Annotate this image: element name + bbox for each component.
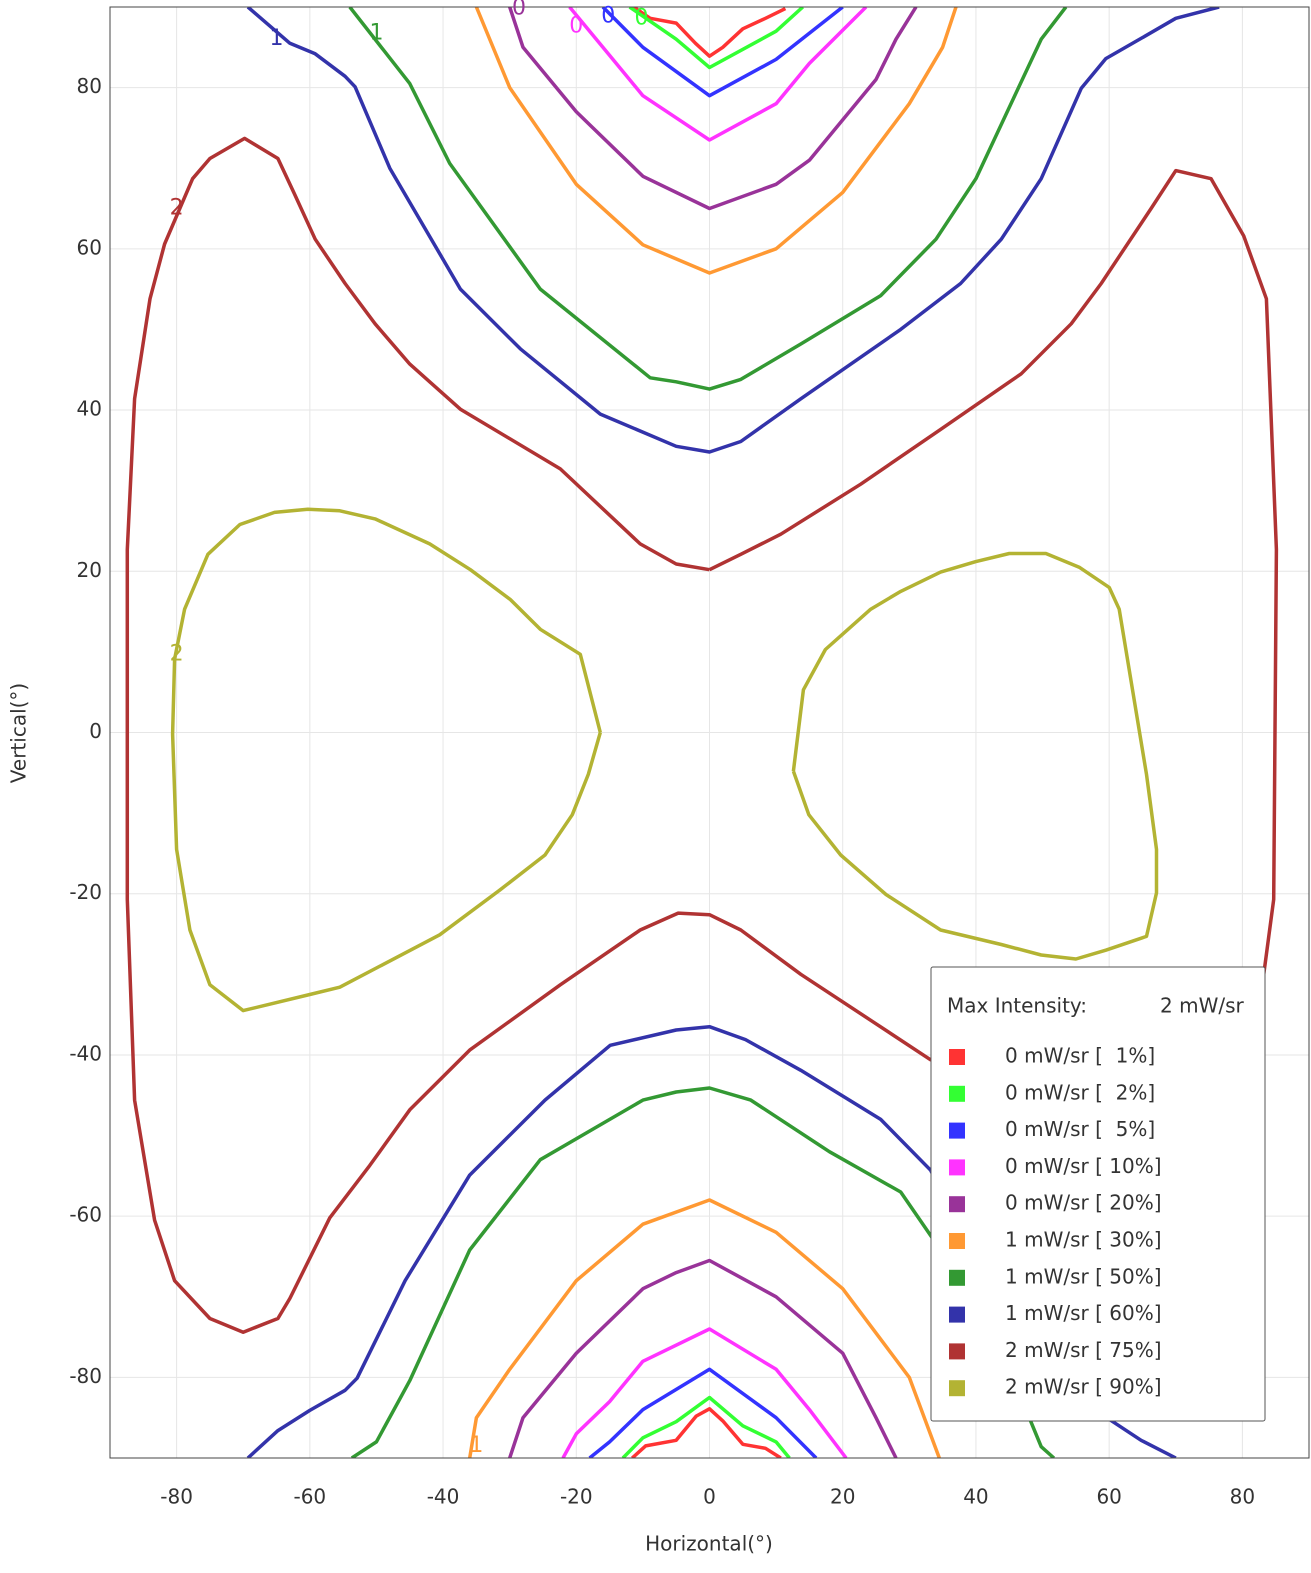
contour-label: 1	[369, 21, 383, 46]
x-axis-label: Horizontal(°)	[645, 1532, 773, 1556]
y-tick-label: 80	[77, 74, 102, 98]
contour-line	[631, 7, 787, 1458]
contour-line	[125, 136, 1279, 1334]
legend-swatch	[949, 1196, 965, 1213]
contour-line	[561, 7, 868, 1458]
legend-label: 0 mW/sr [ 5%]	[1005, 1117, 1155, 1141]
x-tick-label: -60	[293, 1485, 326, 1509]
contour-label: 0	[601, 4, 615, 29]
y-tick-label: 0	[89, 719, 102, 743]
contour-label: 1	[469, 1433, 483, 1458]
labels: -80 -60 -40 -20 0 20 40 60 80-80-60-40-200204060…	[69, 0, 1255, 1509]
x-tick-label: 40	[963, 1485, 988, 1509]
x-tick-label: 20	[830, 1485, 855, 1509]
legend-max: 2 mW/sr	[1160, 994, 1244, 1018]
legend-label: 2 mW/sr [ 75%]	[1005, 1338, 1162, 1362]
x-tick-label: 60	[1096, 1485, 1121, 1509]
contour-label: 0	[635, 5, 649, 30]
y-tick-label: -60	[69, 1203, 102, 1227]
contours	[125, 7, 1279, 1458]
legend-swatch	[949, 1233, 965, 1249]
legend-box	[930, 966, 1266, 1422]
legend-label: 0 mW/sr [ 20%]	[1005, 1191, 1162, 1215]
contour-line	[170, 507, 1159, 1013]
contour-label: 2	[170, 641, 184, 666]
y-tick-label: 40	[77, 397, 102, 421]
contour-label: 0	[512, 0, 526, 21]
y-axis-label: Vertical(°)	[7, 683, 31, 783]
legend-title: Max Intensity:	[947, 994, 1087, 1018]
contour-label: 0	[569, 13, 583, 38]
legend-label: 0 mW/sr [ 1%]	[1005, 1044, 1155, 1068]
legend-swatch	[949, 1380, 965, 1397]
x-tick-label: -20	[560, 1485, 593, 1509]
legend-label: 1 mW/sr [ 60%]	[1005, 1301, 1162, 1325]
y-tick-label: 20	[77, 558, 102, 582]
legend-swatch	[949, 1343, 965, 1360]
legend-swatch	[949, 1122, 965, 1139]
legend-swatch	[949, 1269, 965, 1286]
y-tick-label: -80	[69, 1364, 102, 1388]
x-tick-label: 80	[1230, 1485, 1255, 1509]
contour-label: 2	[170, 196, 184, 221]
legend-label: 0 mW/sr [ 2%]	[1005, 1080, 1155, 1104]
y-tick-label: -20	[69, 880, 102, 904]
contour-line	[467, 7, 958, 1458]
grid	[110, 7, 1309, 1458]
contour-line	[508, 7, 918, 1458]
legend: Max Intensity: 2 mW/sr 0 mW/sr [ 1%] 0 mW…	[930, 966, 1266, 1422]
x-tick-label: -40	[427, 1485, 460, 1509]
contour-line	[621, 7, 804, 1458]
legend-swatch	[949, 1049, 965, 1065]
legend-swatch	[949, 1306, 965, 1323]
legend-swatch	[949, 1085, 965, 1102]
x-tick-label: 0	[703, 1485, 716, 1509]
legend-label: 2 mW/sr [ 90%]	[1005, 1375, 1162, 1399]
plot-frame	[109, 6, 1310, 1459]
y-tick-label: -40	[69, 1041, 102, 1065]
legend-label: 1 mW/sr [ 50%]	[1005, 1264, 1162, 1288]
x-tick-label: -80	[160, 1485, 193, 1509]
contour-label: 1	[270, 26, 284, 51]
contour-line	[588, 7, 844, 1458]
legend-label: 1 mW/sr [ 30%]	[1005, 1228, 1162, 1252]
legend-swatch	[949, 1159, 965, 1176]
legend-label: 0 mW/sr [ 10%]	[1005, 1154, 1162, 1178]
y-tick-label: 60	[77, 235, 102, 259]
